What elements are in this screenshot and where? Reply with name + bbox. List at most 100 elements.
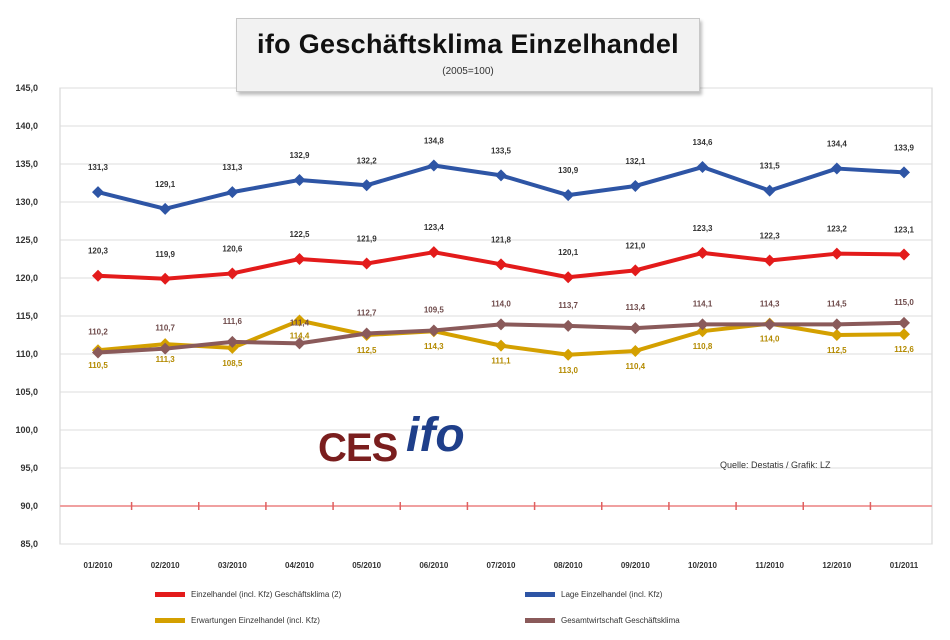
data-label: 113,7 <box>558 301 578 310</box>
chart-subtitle: (2005=100) <box>442 66 494 77</box>
data-point <box>898 328 910 341</box>
legend-swatch <box>155 592 185 597</box>
data-label: 133,5 <box>491 146 512 155</box>
data-point <box>696 325 709 338</box>
data-label: 114,0 <box>491 299 511 308</box>
x-tick-label: 10/2010 <box>688 561 717 570</box>
data-point <box>226 267 239 280</box>
data-label: 112,5 <box>827 346 847 355</box>
data-label: 110,5 <box>88 361 108 370</box>
data-label: 114,4 <box>290 332 310 341</box>
x-tick-label: 06/2010 <box>419 561 448 570</box>
data-point <box>495 258 507 271</box>
y-tick-label: 120,0 <box>15 273 38 283</box>
data-point <box>495 339 507 352</box>
data-label: 129,1 <box>155 180 176 189</box>
x-tick-label: 12/2010 <box>822 561 851 570</box>
data-label: 111,1 <box>491 357 511 366</box>
data-label: 119,9 <box>155 250 175 259</box>
data-label: 108,5 <box>222 359 243 368</box>
x-tick-label: 11/2010 <box>755 561 784 570</box>
data-point <box>763 254 776 267</box>
data-point <box>629 180 642 193</box>
data-label: 110,4 <box>626 362 646 371</box>
y-tick-label: 145,0 <box>15 83 38 93</box>
legend-swatch <box>155 618 185 623</box>
data-label: 123,1 <box>894 225 915 234</box>
x-tick-label: 01/2011 <box>890 561 919 570</box>
legend: Einzelhandel (incl. Kfz) Geschäftsklima … <box>155 590 795 636</box>
data-point <box>159 342 172 355</box>
data-label: 122,3 <box>760 232 781 241</box>
data-point <box>763 318 776 331</box>
data-label: 131,3 <box>88 163 109 172</box>
data-label: 121,0 <box>625 241 646 250</box>
data-point <box>629 322 642 335</box>
data-label: 131,5 <box>760 162 781 171</box>
data-point <box>763 184 776 197</box>
data-label: 134,4 <box>827 140 848 149</box>
data-point <box>830 247 843 260</box>
data-label: 132,9 <box>289 151 310 160</box>
reference-line <box>60 502 932 510</box>
x-tick-label: 03/2010 <box>218 561 247 570</box>
data-point <box>360 327 373 340</box>
legend-item-lage: Lage Einzelhandel (incl. Kfz) <box>525 590 662 599</box>
data-point <box>427 246 440 259</box>
legend-item-gesamtwirtschaft: Gesamtwirtschaft Geschäftsklima <box>525 616 680 625</box>
data-point <box>92 346 104 359</box>
series-lines <box>92 159 910 361</box>
data-point <box>159 272 172 285</box>
legend-label: Einzelhandel (incl. Kfz) Geschäftsklima … <box>191 590 342 599</box>
data-point <box>360 257 373 270</box>
logo-ifo: ifo <box>406 409 465 462</box>
data-label: 112,7 <box>357 308 377 317</box>
data-label: 111,6 <box>223 317 243 326</box>
data-label: 114,0 <box>760 335 780 344</box>
data-label: 134,6 <box>692 138 713 147</box>
data-point <box>898 316 910 329</box>
y-tick-label: 130,0 <box>15 197 38 207</box>
data-point <box>830 162 843 175</box>
data-point <box>696 161 709 174</box>
legend-item-erwartungen: Erwartungen Einzelhandel (incl. Kfz) <box>155 616 320 625</box>
title-box: ifo Geschäftsklima Einzelhandel (2005=10… <box>236 18 700 92</box>
y-tick-label: 95,0 <box>20 463 38 473</box>
x-tick-label: 02/2010 <box>151 561 180 570</box>
data-point <box>293 253 306 265</box>
data-label: 114,3 <box>424 342 444 351</box>
data-point <box>898 166 910 179</box>
data-labels: 131,3 129,1 131,3 132,9 132,2 134,8 133,5 130,9… <box>88 137 915 375</box>
data-label: 120,6 <box>222 244 243 253</box>
data-point <box>360 179 373 192</box>
data-point <box>293 173 306 186</box>
chart-title: ifo Geschäftsklima Einzelhandel <box>257 29 679 59</box>
y-tick-label: 105,0 <box>15 387 38 397</box>
data-label: 134,8 <box>424 137 445 146</box>
data-point <box>427 324 440 337</box>
data-point <box>495 169 507 182</box>
data-label: 114,3 <box>760 299 780 308</box>
x-tick-label: 05/2010 <box>352 561 381 570</box>
data-label: 123,2 <box>827 225 848 234</box>
data-point <box>696 246 709 259</box>
y-axis-ticks: 85,0 90,0 95,0 100,0 105,0 110,0 115,0 120,0 125… <box>15 83 38 549</box>
y-tick-label: 110,0 <box>16 349 38 359</box>
y-tick-label: 140,0 <box>15 121 38 131</box>
data-label: 132,2 <box>357 156 378 165</box>
data-label: 130,9 <box>558 166 579 175</box>
data-label: 120,3 <box>88 247 109 256</box>
data-point <box>629 344 642 357</box>
data-point <box>293 337 306 350</box>
legend-label: Erwartungen Einzelhandel (incl. Kfz) <box>191 616 320 625</box>
data-point <box>562 319 575 332</box>
data-point <box>830 318 843 331</box>
data-point <box>495 318 507 331</box>
data-point <box>562 348 575 361</box>
x-tick-label: 04/2010 <box>285 561 314 570</box>
x-tick-label: 07/2010 <box>487 561 516 570</box>
data-point <box>562 271 575 284</box>
data-label: 110,8 <box>693 342 713 351</box>
data-point <box>562 189 575 202</box>
